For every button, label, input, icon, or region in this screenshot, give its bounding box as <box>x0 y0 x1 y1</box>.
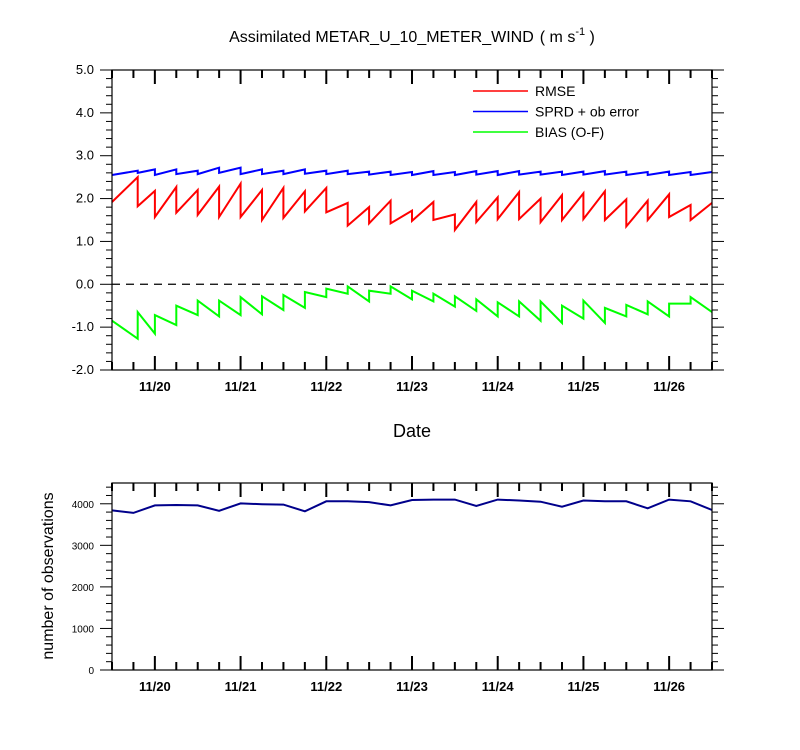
y-tick-label: -2.0 <box>72 362 94 377</box>
x-tick-label: 11/26 <box>653 379 685 394</box>
plot-frame <box>111 69 713 371</box>
x-tick-label: 11/22 <box>310 679 342 694</box>
y-tick-label: 5.0 <box>76 62 94 77</box>
y-tick-label: 2000 <box>72 583 95 594</box>
chart-title-main: Assimilated METAR_U_10_METER_WIND <box>229 29 534 46</box>
x-tick-label: 11/25 <box>568 679 600 694</box>
chart-title-units-end: ) <box>585 29 595 46</box>
x-tick-label: 11/20 <box>139 679 171 694</box>
series-line <box>111 498 713 514</box>
chart-title-units: ( m s <box>540 29 576 46</box>
plot-frame <box>111 482 713 671</box>
series-line <box>111 166 713 177</box>
legend-label: RMSE <box>535 83 575 99</box>
bottom-chart: 11/20 11/21 11/22 11/23 11/24 11/25 11/26 4000 3… <box>72 482 724 694</box>
legend-label: BIAS (O-F) <box>535 124 604 140</box>
x-tick-label: 11/20 <box>139 379 171 394</box>
x-tick-label: 11/22 <box>310 379 342 394</box>
series-line <box>111 284 713 341</box>
series-line <box>111 174 713 233</box>
x-tick-label: 11/25 <box>568 379 600 394</box>
y-axis-label-observations: number of observations <box>40 492 57 659</box>
y-tick-label: 3000 <box>72 541 95 552</box>
x-tick-label: 11/21 <box>225 379 257 394</box>
legend-label: SPRD + ob error <box>535 104 639 120</box>
x-tick-label: 11/23 <box>396 379 428 394</box>
y-tick-label: 4000 <box>72 500 95 511</box>
x-tick-label: 11/24 <box>482 679 515 694</box>
chart-title: Assimilated METAR_U_10_METER_WIND ( m s-1… <box>229 26 595 46</box>
y-tick-label: 2.0 <box>76 191 94 206</box>
chart-title-units-sup: -1 <box>575 26 585 38</box>
y-tick-label: 1000 <box>72 624 95 635</box>
y-tick-label: 0.0 <box>76 276 94 291</box>
top-chart: 11/20 11/21 11/22 11/23 11/24 11/25 11/26 5.0 4.… <box>72 62 724 394</box>
y-tick-label: 3.0 <box>76 148 94 163</box>
y-tick-label: 4.0 <box>76 105 94 120</box>
x-tick-label: 11/21 <box>225 679 257 694</box>
y-tick-label: 1.0 <box>76 233 94 248</box>
y-tick-label: 0 <box>88 666 94 677</box>
x-tick-label: 11/23 <box>396 679 428 694</box>
x-tick-label: 11/24 <box>482 379 515 394</box>
y-tick-label: -1.0 <box>72 319 94 334</box>
x-tick-label: 11/26 <box>653 679 685 694</box>
x-axis-label: Date <box>393 421 431 441</box>
